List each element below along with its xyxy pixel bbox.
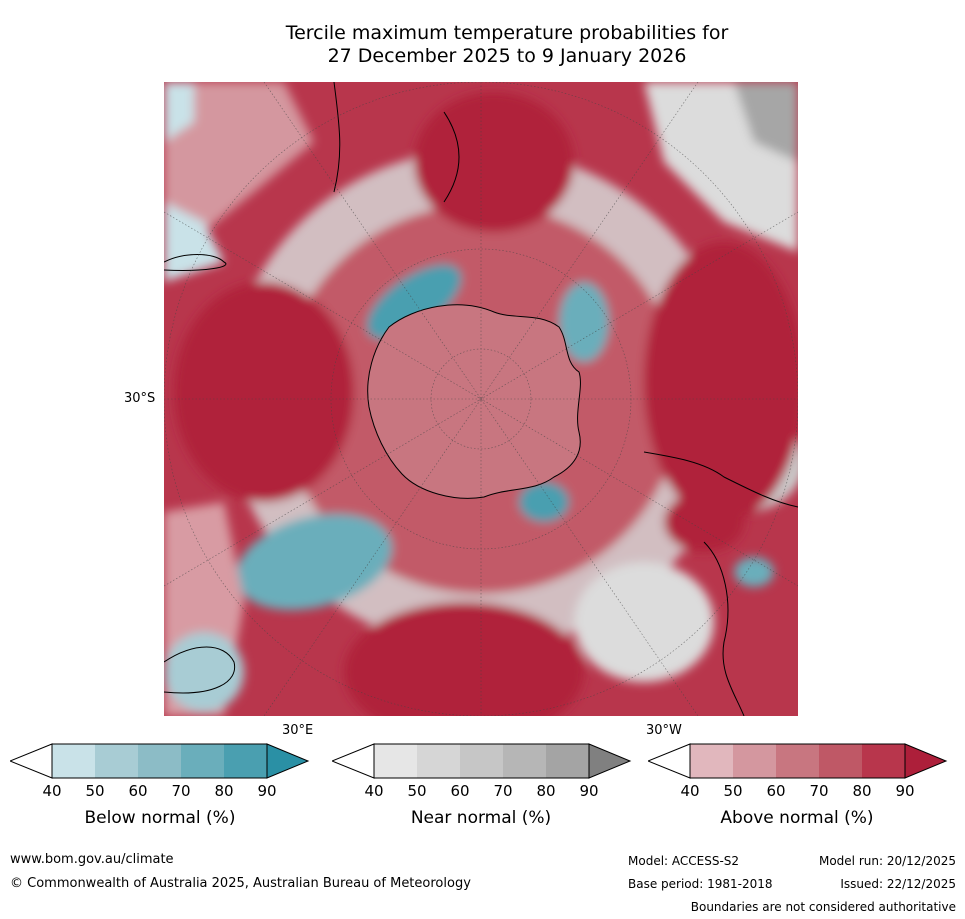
lon-label-30e: 30°E bbox=[282, 723, 314, 738]
probability-map[interactable] bbox=[164, 82, 798, 716]
above-normal-label: Above normal (%) bbox=[720, 808, 874, 828]
website-link[interactable]: www.bom.gov.au/climate bbox=[10, 852, 174, 867]
title-line-1: Tercile maximum temperature probabilitie… bbox=[285, 22, 729, 44]
below-tick-40: 40 bbox=[42, 782, 62, 800]
below-normal-upper-extension bbox=[266, 743, 310, 779]
near-tick-90: 90 bbox=[579, 782, 599, 800]
lat-label-30s: 30°S bbox=[124, 391, 156, 406]
below-normal-bin-2 bbox=[95, 744, 138, 778]
below-tick-50: 50 bbox=[85, 782, 105, 800]
below-normal-bin-3 bbox=[138, 744, 181, 778]
above-normal-upper-extension bbox=[904, 743, 948, 779]
near-tick-50: 50 bbox=[407, 782, 427, 800]
south-america-coastline bbox=[643, 451, 798, 508]
below-normal-bin-1 bbox=[52, 744, 95, 778]
base-period-text: Base period: 1981-2018 bbox=[628, 877, 773, 891]
northern-coastline bbox=[333, 82, 460, 203]
model-run-text: Model run: 20/12/2025 bbox=[818, 854, 956, 868]
above-tick-40: 40 bbox=[680, 782, 700, 800]
graticule bbox=[164, 82, 798, 716]
above-tick-80: 80 bbox=[852, 782, 872, 800]
below-normal-bin-4 bbox=[181, 744, 224, 778]
eastern-coastline bbox=[703, 541, 745, 716]
near-normal-label: Near normal (%) bbox=[410, 808, 552, 828]
below-tick-80: 80 bbox=[214, 782, 234, 800]
near-tick-70: 70 bbox=[493, 782, 513, 800]
issued-text: Issued: 22/12/2025 bbox=[840, 877, 956, 891]
above-normal-bin-3 bbox=[776, 744, 819, 778]
near-normal-bin-2 bbox=[417, 744, 460, 778]
africa-coastline bbox=[164, 254, 227, 271]
title-line-2: 27 December 2025 to 9 January 2026 bbox=[327, 45, 687, 67]
above-normal-bin-5 bbox=[862, 744, 905, 778]
below-tick-90: 90 bbox=[257, 782, 277, 800]
above-normal-colorbar bbox=[648, 743, 948, 779]
near-normal-bin-1 bbox=[374, 744, 417, 778]
above-normal-bin-4 bbox=[819, 744, 862, 778]
above-tick-50: 50 bbox=[723, 782, 743, 800]
above-tick-90: 90 bbox=[895, 782, 915, 800]
near-tick-40: 40 bbox=[364, 782, 384, 800]
model-text: Model: ACCESS-S2 bbox=[628, 854, 740, 868]
near-normal-upper-extension bbox=[588, 743, 632, 779]
near-normal-bin-4 bbox=[503, 744, 546, 778]
above-normal-bin-1 bbox=[690, 744, 733, 778]
lon-label-30w: 30°W bbox=[646, 723, 682, 738]
below-tick-70: 70 bbox=[171, 782, 191, 800]
below-normal-colorbar bbox=[10, 743, 310, 779]
near-normal-colorbar bbox=[332, 743, 632, 779]
below-tick-60: 60 bbox=[128, 782, 148, 800]
australia-coastline bbox=[164, 646, 236, 694]
above-tick-70: 70 bbox=[809, 782, 829, 800]
near-normal-lower-extension bbox=[332, 743, 375, 779]
below-normal-lower-extension bbox=[10, 743, 53, 779]
near-normal-bin-3 bbox=[460, 744, 503, 778]
disclaimer-text: Boundaries are not considered authoritat… bbox=[690, 900, 956, 914]
near-normal-bin-5 bbox=[546, 744, 589, 778]
antarctica-landmass bbox=[367, 304, 581, 499]
above-normal-lower-extension bbox=[648, 743, 691, 779]
above-normal-bin-2 bbox=[733, 744, 776, 778]
map-title: Tercile maximum temperature probabilitie… bbox=[0, 22, 965, 68]
near-tick-80: 80 bbox=[536, 782, 556, 800]
below-normal-label: Below normal (%) bbox=[84, 808, 236, 828]
below-normal-bin-5 bbox=[224, 744, 267, 778]
above-tick-60: 60 bbox=[766, 782, 786, 800]
copyright-text: © Commonwealth of Australia 2025, Austra… bbox=[10, 876, 471, 891]
near-tick-60: 60 bbox=[450, 782, 470, 800]
